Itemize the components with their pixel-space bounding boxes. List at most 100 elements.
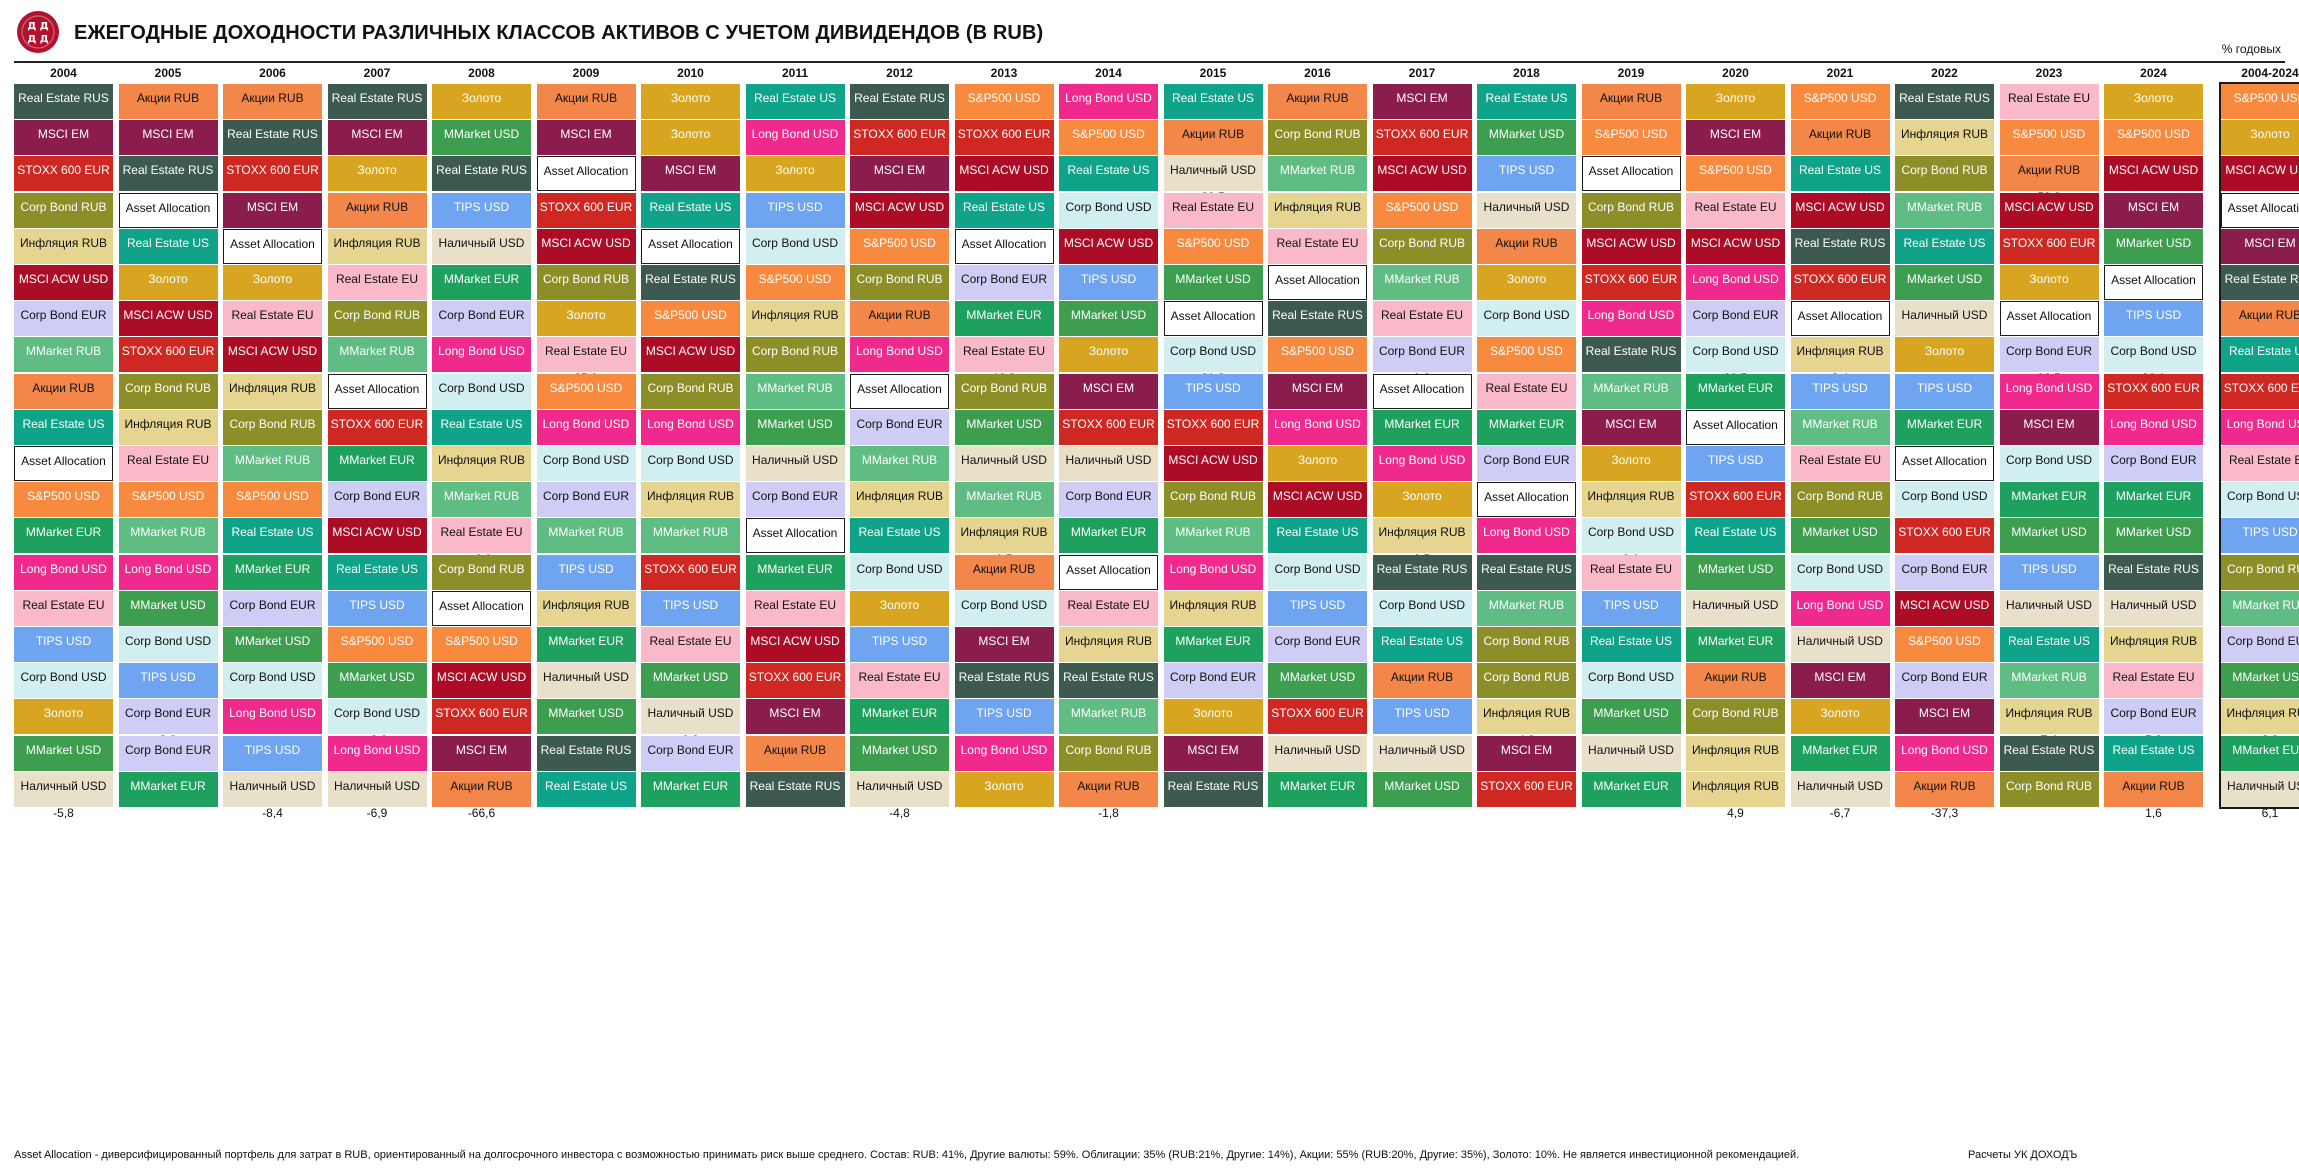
asset-cell: Corp Bond RUB9,7 [1686,699,1785,747]
asset-name: MMarket USD [1175,272,1251,286]
asset-name: Real Estate US [22,416,105,431]
asset-name: Золото [2133,91,2174,105]
return-value: 1,6 [2145,805,2162,820]
asset-name: Corp Bond USD [542,453,630,467]
asset-name: MSCI ACW USD [2108,163,2199,178]
asset-name: Corp Bond USD [333,706,421,721]
asset-name: Corp Bond RUB [1378,235,1466,250]
asset-name: Corp Bond RUB [1274,127,1361,142]
asset-name: MMarket RUB [25,344,102,359]
asset-cell: Золото22,8 [327,156,427,204]
asset-cell: MSCI EM-6,7 [1268,373,1367,422]
asset-cell: Акции RUB7,3 [14,373,113,422]
asset-cell: Corp Bond USD2,0 [1581,518,1681,566]
asset-cell: MMarket USD-3,9 [223,627,322,675]
asset-cell: Corp Bond RUB9,1 [850,265,949,313]
asset-cell: MMarket USD-0,4 [536,699,636,747]
units-label: % годовых [2221,42,2281,56]
asset-name: Наличный USD [1797,778,1883,793]
asset-name: Corp Bond EUR [542,489,630,504]
asset-cell: MMarket USD27,7 [432,120,531,168]
year-header: 2013 [990,66,1018,80]
asset-name: Asset Allocation [2227,200,2299,215]
asset-cell: MSCI ACW USD32,8 [954,156,1054,204]
asset-cell: MSCI ACW USD91,2 [1059,228,1158,277]
asset-cell: TIPS USD5,7 [641,590,740,639]
asset-cell: MMarket RUB10,6 [1372,265,1472,313]
asset-cell: Long Bond USD17,1 [536,409,636,458]
asset-cell: Real Estate EU11,8 [327,265,427,313]
svg-text:Д Д: Д Д [27,21,48,32]
year-header: 2023 [2035,66,2063,80]
asset-name: Real Estate US [231,525,314,540]
asset-name: Corp Bond RUB [1483,670,1570,685]
asset-cell: TIPS USD9,8 [536,554,636,603]
year-header: 2019 [1617,66,1645,80]
asset-name: Наличный USD [1274,742,1361,757]
asset-cell: Золото13,4 [223,265,322,313]
asset-cell: Real Estate EU4,8 [1268,228,1367,277]
asset-cell: Акции RUB126,1 [536,84,636,132]
asset-name: Real Estate US [126,235,210,250]
asset-cell: TIPS USD83,1 [1059,265,1158,313]
asset-cell: MMarket USD7,0 [118,590,218,639]
asset-cell: TIPS USD28,1 [1999,554,2099,603]
year-header: 2017 [1408,66,1436,80]
asset-name: S&P500 USD [27,489,100,504]
asset-cell: Real Estate RUS32,4 [327,84,427,132]
asset-name: Золото [1506,272,1547,286]
asset-name: Corp Bond RUB [1587,199,1675,214]
asset-cell: Corp Bond EUR5,3 [2104,699,2203,747]
asset-cell: Long Bond USD-7,6 [1268,409,1367,458]
asset-name: MSCI ACW USD [645,344,736,359]
asset-name: Инфляция RUB [333,235,421,250]
return-value: -16,1 [781,805,809,820]
asset-cell: S&P500 USD-20,3 [1895,627,1994,675]
asset-cell: Long Bond USD-5,3 [223,699,322,747]
asset-cell: MMarket EUR6,0 [327,446,427,494]
asset-name: MMarket USD [2115,235,2192,250]
asset-name: Asset Allocation [125,200,211,215]
asset-cell: Real Estate EU11,2 [2220,446,2299,494]
asset-name: S&P500 USD [1490,344,1563,359]
asset-name: MMarket USD [2115,525,2192,540]
asset-name: S&P500 USD [863,235,936,250]
return-value: 4,8 [2040,805,2058,820]
asset-cell: Corp Bond USD0,4 [1790,554,1890,603]
asset-name: Corp Bond EUR [2110,453,2197,467]
asset-name: Asset Allocation [2006,309,2092,324]
asset-name: TIPS USD [1289,597,1346,612]
asset-name: Золото [984,778,1024,793]
asset-name: MMarket RUB [861,453,938,467]
asset-name: Corp Bond USD [1901,489,1988,504]
asset-name: S&P500 USD [2233,91,2299,105]
asset-name: MSCI ACW USD [2004,199,2094,214]
asset-name: Инфляция RUB [124,416,212,431]
asset-name: Real Estate EU [231,308,314,323]
asset-cell: Asset Allocation13,5 [1477,482,1576,531]
asset-cell: MMarket USD-16,0 [1268,663,1367,711]
asset-name: MMarket RUB [1384,272,1460,286]
asset-name: Corp Bond EUR [1065,489,1152,504]
asset-cell: Long Bond USD12,1 [641,409,740,458]
asset-name: Наличный USD [1901,308,1988,323]
asset-name: MSCI EM [37,127,90,142]
asset-cell: Акции RUB32,8 [1268,84,1367,132]
asset-cell: TIPS USD-6,7 [223,735,322,784]
asset-cell: STOXX 600 EUR14,9 [850,120,949,168]
asset-cell: STOXX 600 EUR47,7 [1999,228,2099,277]
asset-cell: Corp Bond RUB17,6 [1163,482,1263,530]
return-value: -1,8 [1098,805,1119,820]
asset-cell: Наличный USD -6,7 [1790,771,1890,820]
asset-cell: TIPS USD14,2 [745,192,845,241]
asset-name: Золото [1820,706,1860,721]
asset-name: Corp Bond EUR [1901,670,1988,685]
asset-cell: MMarket RUB17,0 [1163,518,1263,566]
asset-cell: STOXX 600 EUR-17,9 [1895,518,1994,566]
asset-name: Asset Allocation [1275,273,1360,287]
asset-name: MSCI ACW USD [1795,199,1885,214]
asset-cell: Золото48,6 [1686,84,1785,132]
asset-name: Акции RUB [241,91,304,105]
